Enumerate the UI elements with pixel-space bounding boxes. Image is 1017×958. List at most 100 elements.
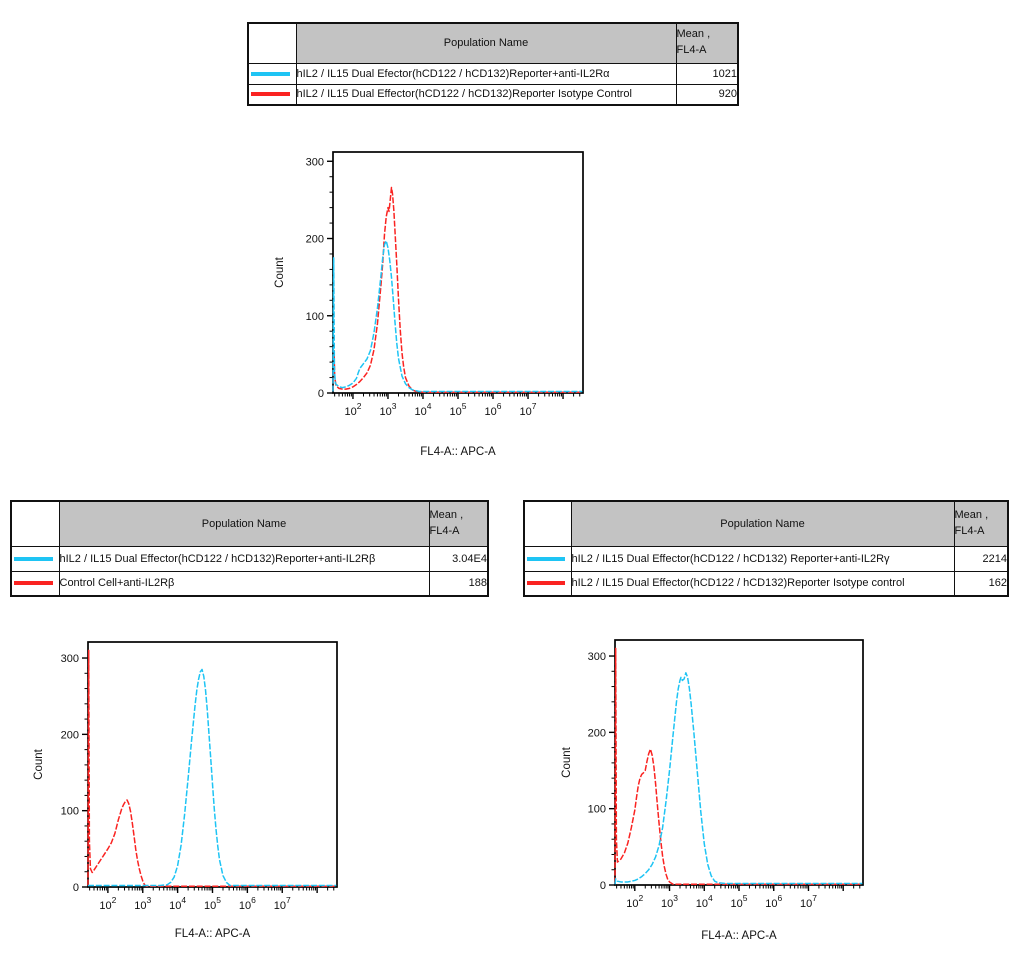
- x-tick-label: 102: [344, 401, 361, 418]
- x-tick-label: 103: [661, 893, 678, 910]
- x-tick-label: 103: [134, 895, 151, 912]
- table-header-row: Population Name Mean , FL4-A: [10, 500, 489, 547]
- color-swatch-red: [527, 581, 565, 586]
- y-tick-label: 300: [588, 651, 606, 663]
- x-tick-label: 104: [169, 895, 186, 912]
- histogram-curve-cyan: [332, 240, 583, 393]
- plot-frame: [614, 639, 864, 886]
- histogram-curve-cyan: [614, 672, 863, 885]
- mean-header: Mean , FL4-A: [953, 500, 1009, 547]
- mean-header: Mean , FL4-A: [428, 500, 489, 547]
- x-tick-label: 107: [800, 893, 817, 910]
- histogram-anti-il2rb: 0 100 200 300 102 103 104 105 106 107 Count FL4-A::…: [0, 630, 370, 958]
- population-name-cell: Control Cell+anti-IL2Rβ: [58, 570, 430, 597]
- swatch-cell: [247, 83, 297, 106]
- table-header-row: Population Name Mean , FL4-A: [247, 22, 739, 64]
- x-tick-label: 102: [99, 895, 116, 912]
- x-tick-label: 107: [274, 895, 291, 912]
- swatch-header-cell: [247, 22, 297, 64]
- y-tick-label: 200: [61, 729, 79, 741]
- y-tick-label: 300: [306, 156, 324, 168]
- histogram-curve-cyan: [88, 668, 337, 887]
- x-tick-label: 105: [450, 401, 467, 418]
- mean-header-line1: Mean ,: [429, 508, 464, 521]
- swatch-cell: [523, 545, 572, 572]
- x-axis-title: FL4-A:: APC-A: [175, 928, 251, 940]
- swatch-header-cell: [523, 500, 572, 547]
- mean-header-line2: FL4-A: [676, 44, 707, 57]
- x-tick-label: 102: [626, 893, 643, 910]
- legend-table-gamma: Population Name Mean , FL4-A hIL2 / IL15…: [523, 500, 1009, 597]
- mean-value-cell: 3.04E4: [428, 545, 489, 572]
- table-row: Control Cell+anti-IL2Rβ 188: [10, 570, 489, 597]
- x-tick-label: 104: [414, 401, 431, 418]
- y-tick-label: 100: [588, 804, 606, 816]
- x-axis-title: FL4-A:: APC-A: [701, 930, 777, 942]
- mean-header-line2: FL4-A: [954, 524, 985, 537]
- plot-frame: [332, 151, 584, 394]
- x-tick-label: 106: [239, 895, 256, 912]
- histogram-curve-red: [614, 647, 861, 885]
- table-row: hIL2 / IL15 Dual Effector(hCD122 / hCD13…: [523, 570, 1009, 597]
- table-row: hIL2 / IL15 Dual Effector(hCD122 / hCD13…: [247, 83, 739, 106]
- x-tick-label: 106: [485, 401, 502, 418]
- population-name-header: Population Name: [295, 22, 677, 64]
- x-tick-label: 103: [379, 401, 396, 418]
- plot-frame: [87, 641, 338, 888]
- y-axis-title: Count: [33, 748, 45, 779]
- y-tick-label: 100: [306, 311, 324, 323]
- histogram-curve-red: [87, 649, 335, 887]
- y-axis-title: Count: [274, 256, 286, 287]
- table-row: hIL2 / IL15 Dual Effector(hCD122 / hCD13…: [10, 545, 489, 572]
- x-tick-label: 107: [520, 401, 537, 418]
- y-axis-title: Count: [561, 746, 573, 777]
- color-swatch-red: [14, 581, 53, 586]
- color-swatch-red: [251, 92, 290, 97]
- swatch-cell: [10, 570, 60, 597]
- swatch-cell: [523, 570, 572, 597]
- mean-header-line2: FL4-A: [429, 524, 460, 537]
- x-tick-label: 106: [765, 893, 782, 910]
- legend-table-beta: Population Name Mean , FL4-A hIL2 / IL15…: [10, 500, 489, 597]
- population-name-header: Population Name: [570, 500, 955, 547]
- x-tick-label: 105: [204, 895, 221, 912]
- mean-value-cell: 920: [675, 83, 739, 106]
- y-tick-label: 200: [306, 234, 324, 246]
- legend-table-alpha: Population Name Mean , FL4-A hIL2 / IL15…: [247, 22, 739, 106]
- color-swatch-cyan: [14, 556, 53, 561]
- table-row: hIL2 / IL15 Dual Effector(hCD122 / hCD13…: [523, 545, 1009, 572]
- table-row: hIL2 / IL15 Dual Efector(hCD122 / hCD132…: [247, 62, 739, 85]
- y-tick-label: 0: [600, 880, 606, 892]
- table-header-row: Population Name Mean , FL4-A: [523, 500, 1009, 547]
- swatch-cell: [10, 545, 60, 572]
- histogram-anti-il2ra: 0 100 200 300 102 103 104 105 106 107 Count FL4-A::…: [265, 140, 605, 470]
- y-tick-label: 100: [61, 806, 79, 818]
- swatch-cell: [247, 62, 297, 85]
- mean-value-cell: 188: [428, 570, 489, 597]
- y-tick-label: 0: [318, 388, 324, 400]
- y-tick-label: 300: [61, 653, 79, 665]
- population-name-cell: hIL2 / IL15 Dual Effector(hCD122 / hCD13…: [295, 83, 677, 106]
- mean-value-cell: 1021: [675, 62, 739, 85]
- mean-header-line1: Mean ,: [676, 28, 711, 41]
- color-swatch-cyan: [527, 556, 565, 561]
- swatch-header-cell: [10, 500, 60, 547]
- population-name-cell: hIL2 / IL15 Dual Effector(hCD122 / hCD13…: [570, 545, 955, 572]
- x-tick-label: 105: [731, 893, 748, 910]
- y-tick-label: 200: [588, 727, 606, 739]
- population-name-header: Population Name: [58, 500, 430, 547]
- mean-header-line1: Mean ,: [954, 508, 989, 521]
- population-name-cell: hIL2 / IL15 Dual Effector(hCD122 / hCD13…: [570, 570, 955, 597]
- population-name-cell: hIL2 / IL15 Dual Effector(hCD122 / hCD13…: [58, 545, 430, 572]
- mean-value-cell: 2214: [953, 545, 1009, 572]
- mean-header: Mean , FL4-A: [675, 22, 739, 64]
- population-name-cell: hIL2 / IL15 Dual Efector(hCD122 / hCD132…: [295, 62, 677, 85]
- mean-value-cell: 162: [953, 570, 1009, 597]
- histogram-curve-red: [332, 186, 581, 393]
- x-tick-label: 104: [696, 893, 713, 910]
